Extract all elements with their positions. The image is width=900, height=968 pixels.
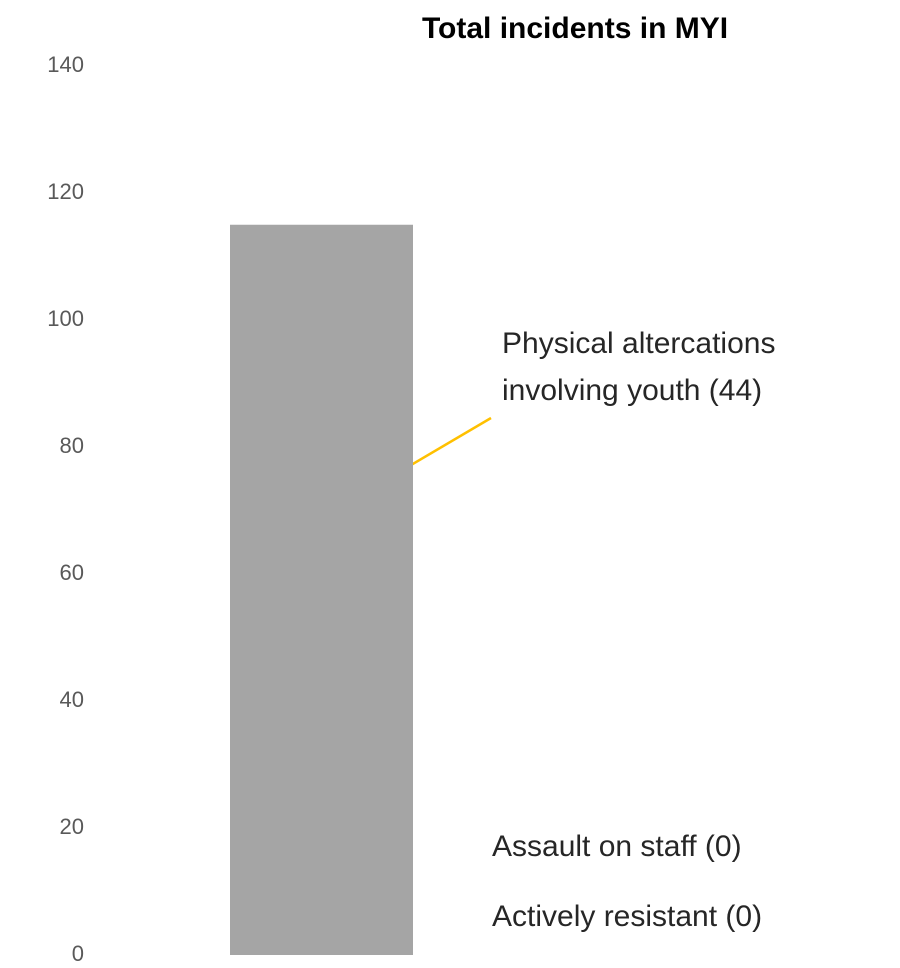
y-tick-label: 100 [47,306,84,331]
chart-title: Total incidents in MYI [422,12,728,45]
bar [230,224,413,955]
y-tick-label: 0 [72,941,84,966]
annotation: Assault on staff (0) [492,830,742,863]
annotation: involving youth (44) [502,374,762,407]
y-tick-label: 80 [60,433,84,458]
y-tick-label: 140 [47,52,84,77]
annotation: Physical altercations [502,327,775,360]
annotation: Actively resistant (0) [492,900,762,933]
y-tick-label: 60 [60,560,84,585]
y-tick-label: 20 [60,814,84,839]
y-tick-label: 40 [60,687,84,712]
y-tick-label: 120 [47,179,84,204]
